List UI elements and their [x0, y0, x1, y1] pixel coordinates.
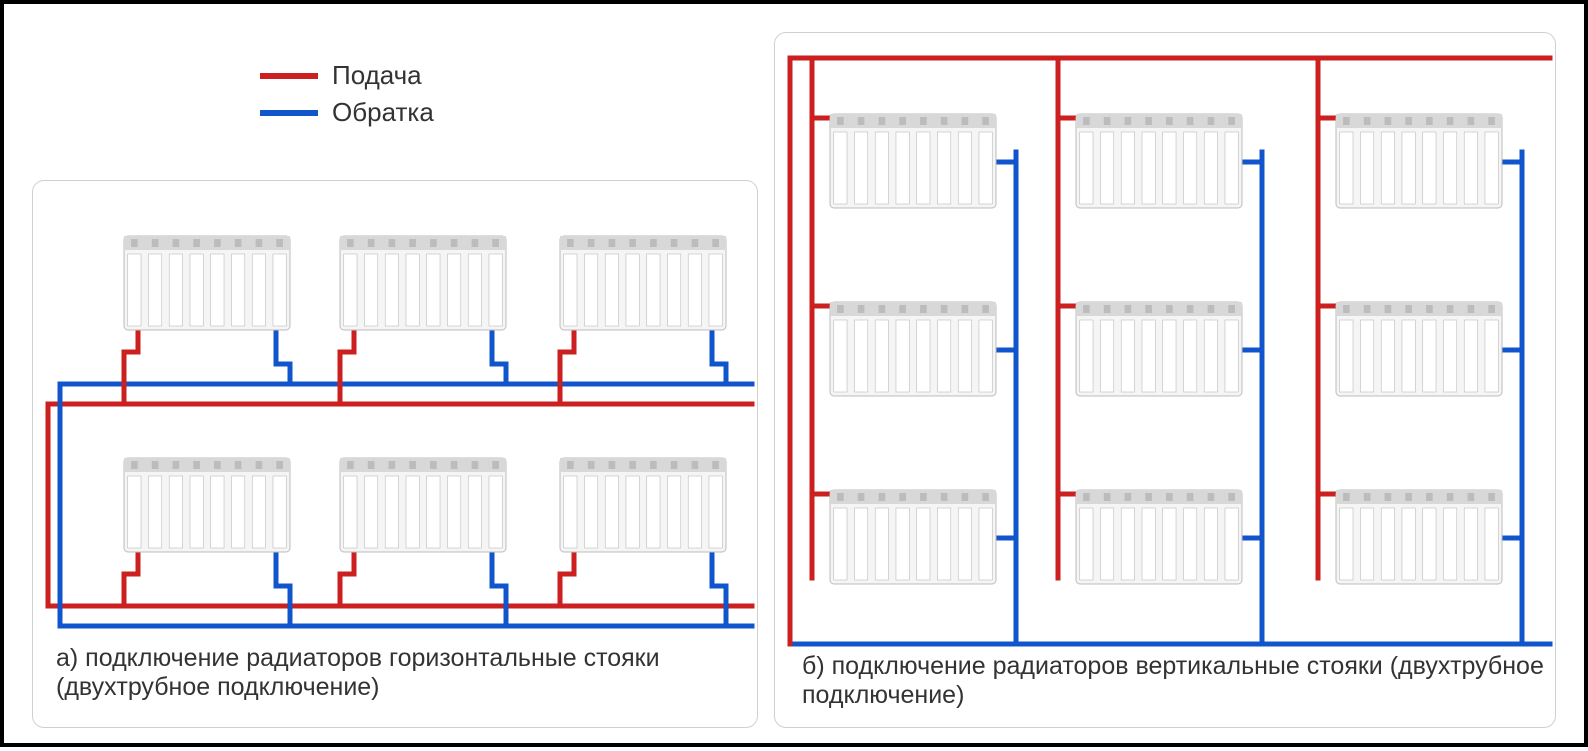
radiator-icon: [124, 236, 290, 330]
radiator-icon: [340, 458, 506, 552]
radiator-icon: [1336, 302, 1502, 396]
radiator-icon: [1076, 490, 1242, 584]
radiator-icon: [340, 236, 506, 330]
radiator-icon: [560, 458, 726, 552]
radiator-icon: [830, 490, 996, 584]
radiator-icon: [1076, 114, 1242, 208]
radiator-icon: [830, 114, 996, 208]
radiator-icon: [830, 302, 996, 396]
pipes-and-radiators: [4, 4, 1588, 751]
radiator-icon: [124, 458, 290, 552]
radiator-icon: [560, 236, 726, 330]
diagram-frame: Подача Обратка а) подключение радиаторов…: [0, 0, 1588, 747]
radiator-icon: [1076, 302, 1242, 396]
radiator-icon: [1336, 490, 1502, 584]
radiator-icon: [1336, 114, 1502, 208]
